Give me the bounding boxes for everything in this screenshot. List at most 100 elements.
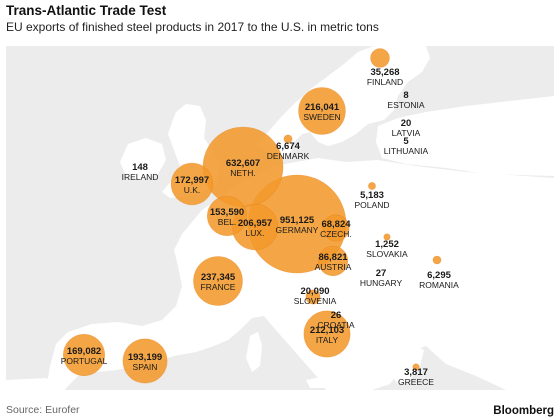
country-name-france: FRANCE xyxy=(201,282,236,292)
bubble-romania xyxy=(432,255,442,265)
corsica-sardinia-landmass xyxy=(246,332,262,372)
country-name-romania: ROMANIA xyxy=(419,280,459,290)
bubble-poland xyxy=(368,182,376,190)
baltics-landmass xyxy=(376,96,554,176)
value-label-czech: 68,824 xyxy=(321,219,351,230)
value-label-sweden: 216,041 xyxy=(305,102,340,113)
value-label-lux: 206,957 xyxy=(238,218,272,229)
country-name-slovenia: SLOVENIA xyxy=(294,296,337,306)
bubble-italy xyxy=(303,310,351,358)
bubble-u-k xyxy=(170,162,214,206)
chart-subtitle: EU exports of finished steel products in… xyxy=(6,20,379,34)
bubble-denmark xyxy=(283,134,293,144)
country-name-denmark: DENMARK xyxy=(267,151,310,161)
country-name-lithuania: LITHUANIA xyxy=(384,146,429,156)
bubble-layer xyxy=(62,48,442,384)
chart-title: Trans-Atlantic Trade Test xyxy=(6,3,167,18)
value-label-slovenia: 20,090 xyxy=(300,286,329,297)
bubble-sweden xyxy=(298,87,346,135)
bloomberg-logo: Bloomberg xyxy=(493,405,554,417)
value-label-lithuania: 5 xyxy=(403,136,409,147)
country-name-sweden: SWEDEN xyxy=(303,112,340,122)
bubble-bel xyxy=(207,196,248,237)
value-label-croatia: 26 xyxy=(331,310,342,321)
country-name-ireland: IRELAND xyxy=(122,172,159,182)
map-panel: 35,268 FINLAND 8 ESTONIA 20 LATVIA 5 LITHUANIA 2… xyxy=(6,46,554,390)
country-name-greece: GREECE xyxy=(398,377,434,387)
country-name-latvia: LATVIA xyxy=(392,128,421,138)
bubble-czech xyxy=(322,214,350,242)
value-label-romania: 6,295 xyxy=(427,270,451,281)
sicily-landmass xyxy=(306,376,340,388)
value-label-neth: 632,607 xyxy=(226,158,260,169)
source-note: Source: Eurofer xyxy=(6,404,80,416)
country-name-hungary: HUNGARY xyxy=(360,278,403,288)
value-label-estonia: 8 xyxy=(403,90,408,101)
country-name-finland: FINLAND xyxy=(367,77,403,87)
value-label-poland: 5,183 xyxy=(360,190,384,201)
bubble-spain xyxy=(122,338,168,384)
value-label-portugal: 169,082 xyxy=(67,346,101,357)
bubble-slovakia xyxy=(383,233,391,241)
africa-landmass xyxy=(6,378,66,390)
value-label-ireland: 148 xyxy=(132,162,148,173)
country-name-czech: CZECH. xyxy=(320,229,352,239)
value-label-bel: 153,590 xyxy=(210,207,244,218)
country-name-lux: LUX. xyxy=(246,228,265,238)
value-label-france: 237,345 xyxy=(201,272,236,283)
greece-landmass xyxy=(388,342,424,384)
value-label-latvia: 20 xyxy=(401,118,412,129)
bubble-greece xyxy=(412,363,420,371)
country-name-slovakia: SLOVAKIA xyxy=(366,249,408,259)
value-label-spain: 193,199 xyxy=(128,352,162,363)
value-label-finland: 35,268 xyxy=(370,67,399,78)
bubble-finland xyxy=(370,48,390,68)
ireland-landmass xyxy=(120,138,166,180)
value-label-denmark: 6,674 xyxy=(276,141,300,152)
value-label-austria: 86,821 xyxy=(318,252,348,263)
country-name-portugal: PORTUGAL xyxy=(61,356,108,366)
label-layer: 35,268FINLAND8ESTONIA20LATVIA5LITHUANIA2… xyxy=(61,67,459,387)
bubble-austria xyxy=(317,245,349,277)
country-name-neth: NETH. xyxy=(230,168,256,178)
country-name-italy: ITALY xyxy=(316,335,339,345)
value-label-hungary: 27 xyxy=(376,268,387,279)
country-name-spain: SPAIN xyxy=(133,362,158,372)
value-label-u-k: 172,997 xyxy=(175,175,209,186)
country-name-estonia: ESTONIA xyxy=(387,100,424,110)
bubble-portugal xyxy=(62,333,106,376)
country-name-u-k: U.K. xyxy=(184,185,201,195)
continent-landmass xyxy=(46,158,554,390)
bubble-slovenia xyxy=(305,289,321,305)
country-name-germany: GERMANY xyxy=(276,225,319,235)
bubble-france xyxy=(193,256,243,306)
value-label-greece: 3,817 xyxy=(404,367,428,378)
value-label-germany: 951,125 xyxy=(280,215,315,226)
scandinavia-landmass xyxy=(256,46,430,152)
value-label-italy: 212,103 xyxy=(310,325,344,336)
country-name-croatia: CROATIA xyxy=(317,320,354,330)
